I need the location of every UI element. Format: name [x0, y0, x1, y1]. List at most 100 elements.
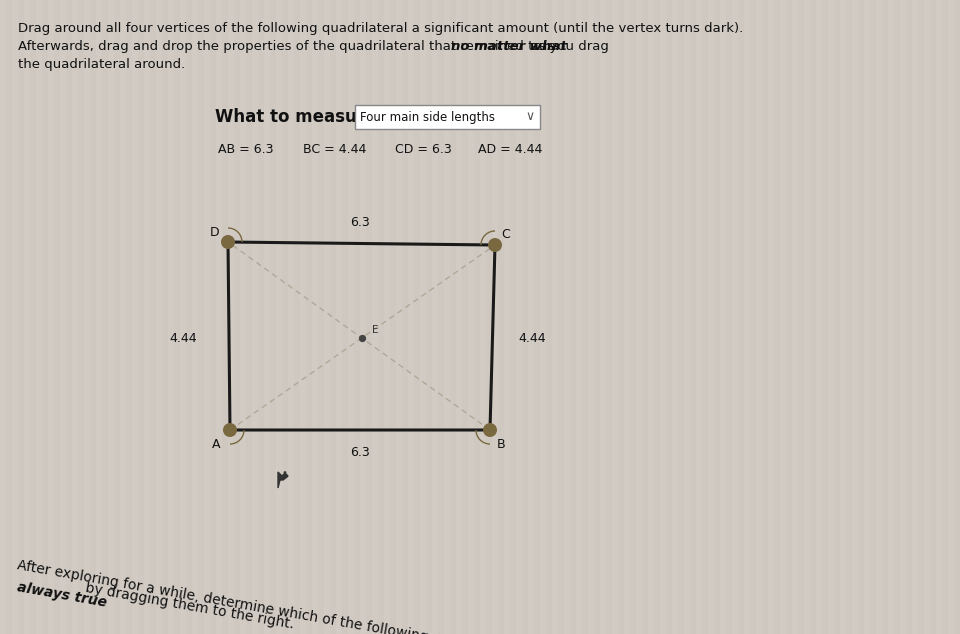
Text: 6.3: 6.3 [350, 216, 370, 228]
Bar [684, 0, 690, 634]
Bar [84, 0, 90, 634]
Bar [36, 0, 42, 634]
Bar [804, 0, 810, 634]
Bar [588, 0, 594, 634]
Circle shape [483, 423, 497, 437]
Bar [492, 0, 498, 634]
Bar [156, 0, 162, 634]
Bar [780, 0, 786, 634]
Bar [132, 0, 138, 634]
Text: BC = 4.44: BC = 4.44 [303, 143, 367, 156]
Text: AB = 6.3: AB = 6.3 [218, 143, 274, 156]
Bar [336, 0, 342, 634]
Bar [240, 0, 246, 634]
Bar [936, 0, 942, 634]
Bar [864, 0, 870, 634]
Bar [576, 0, 582, 634]
Bar [204, 0, 210, 634]
Text: 4.44: 4.44 [169, 332, 197, 344]
Text: E: E [372, 325, 378, 335]
Bar [276, 0, 282, 634]
Bar [24, 0, 30, 634]
Bar [48, 0, 54, 634]
Bar [60, 0, 66, 634]
Text: 6.3: 6.3 [350, 446, 370, 458]
Bar [468, 0, 474, 634]
Bar [96, 0, 102, 634]
Bar [372, 0, 378, 634]
Text: ∨: ∨ [525, 110, 535, 124]
Bar [168, 0, 174, 634]
Bar [180, 0, 186, 634]
Bar [348, 0, 354, 634]
Bar [252, 0, 258, 634]
Point [354, 333, 370, 343]
Text: by dragging them to the right.: by dragging them to the right. [81, 580, 296, 631]
Text: D: D [210, 226, 220, 238]
Bar [528, 0, 534, 634]
Bar [355, 105, 540, 129]
Text: C: C [502, 228, 511, 242]
Bar [216, 0, 222, 634]
Bar [900, 0, 906, 634]
Text: B: B [496, 437, 505, 451]
Bar [768, 0, 774, 634]
Bar [456, 0, 462, 634]
Bar [720, 0, 726, 634]
Bar [828, 0, 834, 634]
Bar [756, 0, 762, 634]
Bar [672, 0, 678, 634]
Bar [288, 0, 294, 634]
Text: What to measure:: What to measure: [215, 108, 383, 126]
Text: as you drag: as you drag [526, 40, 610, 53]
Bar [540, 0, 546, 634]
Bar [732, 0, 738, 634]
Bar [12, 0, 18, 634]
Bar [120, 0, 126, 634]
Bar [924, 0, 930, 634]
Bar [420, 0, 426, 634]
Bar [444, 0, 450, 634]
Text: AD = 4.44: AD = 4.44 [478, 143, 542, 156]
Bar [312, 0, 318, 634]
Bar [636, 0, 642, 634]
Bar [504, 0, 510, 634]
Bar [816, 0, 822, 634]
Bar [840, 0, 846, 634]
Bar [324, 0, 330, 634]
Bar [72, 0, 78, 634]
Bar [564, 0, 570, 634]
Bar [696, 0, 702, 634]
Text: CD = 6.3: CD = 6.3 [395, 143, 452, 156]
Text: 4.44: 4.44 [518, 332, 545, 344]
Bar [144, 0, 150, 634]
Bar [660, 0, 666, 634]
Bar [264, 0, 270, 634]
Bar [480, 0, 486, 634]
Bar [516, 0, 522, 634]
Bar [792, 0, 798, 634]
Bar [852, 0, 858, 634]
Bar [600, 0, 606, 634]
Text: Afterwards, drag and drop the properties of the quadrilateral that remained true: Afterwards, drag and drop the properties… [18, 40, 560, 53]
Bar [192, 0, 198, 634]
Bar [300, 0, 306, 634]
Text: After exploring for a while, determine which of the following properties are: After exploring for a while, determine w… [15, 558, 530, 634]
Text: Drag around all four vertices of the following quadrilateral a significant amoun: Drag around all four vertices of the fol… [18, 22, 743, 35]
Circle shape [488, 238, 502, 252]
Bar [432, 0, 438, 634]
Bar [612, 0, 618, 634]
Circle shape [223, 423, 237, 437]
Bar [948, 0, 954, 634]
Bar [912, 0, 918, 634]
Bar [228, 0, 234, 634]
Text: always true: always true [15, 580, 108, 609]
Bar [396, 0, 402, 634]
Bar [384, 0, 390, 634]
Text: the quadrilateral around.: the quadrilateral around. [18, 58, 185, 71]
Bar [708, 0, 714, 634]
Text: Four main side lengths: Four main side lengths [360, 110, 495, 124]
Bar [360, 0, 366, 634]
Bar [876, 0, 882, 634]
Bar [552, 0, 558, 634]
